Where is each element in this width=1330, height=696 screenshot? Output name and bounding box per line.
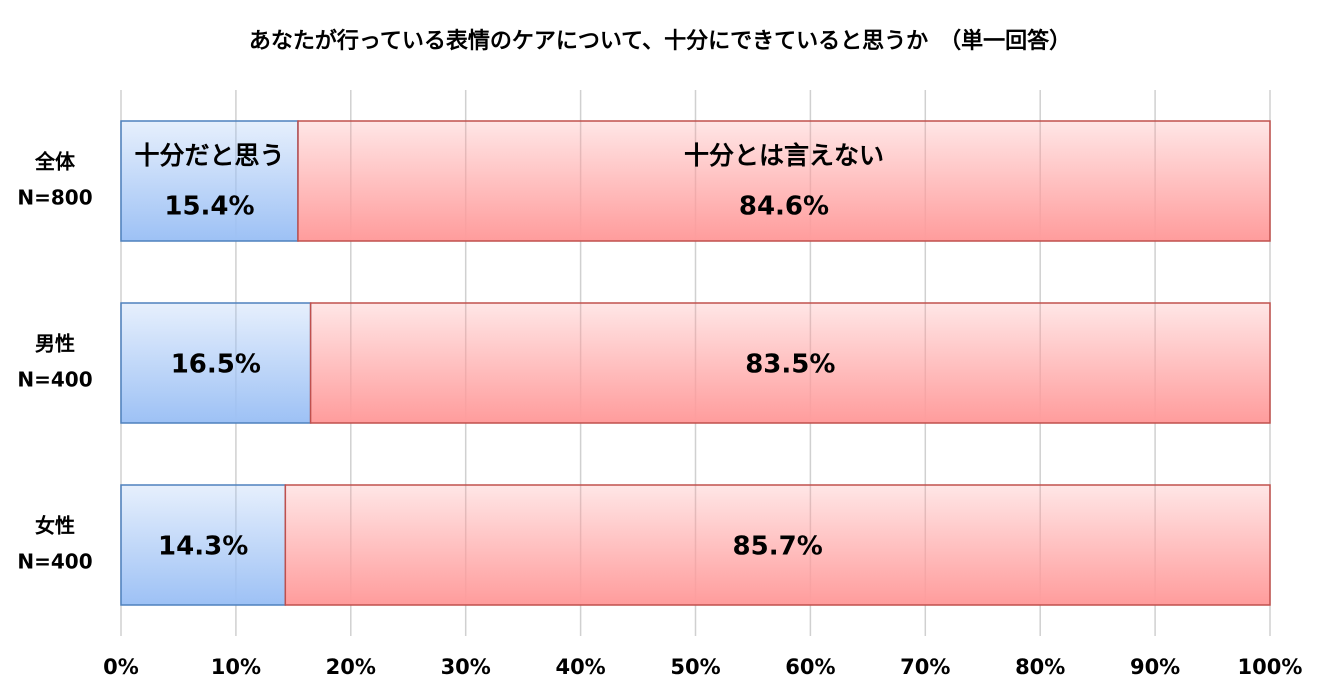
- bar-segment: [297, 120, 1271, 242]
- x-tick-label: 10%: [211, 655, 261, 679]
- bar-segment: [120, 484, 287, 606]
- x-tick-label: 50%: [670, 655, 720, 679]
- x-tick-label: 40%: [555, 655, 605, 679]
- value-label: 83.5%: [745, 350, 835, 380]
- category-label: 女性: [35, 514, 75, 538]
- x-tick-label: 70%: [900, 655, 950, 679]
- x-tick-label: 80%: [1015, 655, 1065, 679]
- x-tick-label: 0%: [103, 655, 139, 679]
- x-tick-label: 60%: [785, 655, 835, 679]
- bar-segment: [284, 484, 1271, 606]
- bar-segment: [120, 302, 312, 424]
- category-label: 男性: [35, 332, 75, 356]
- x-tick-label: 100%: [1238, 655, 1303, 679]
- value-label: 16.5%: [171, 350, 261, 380]
- category-label: 全体: [34, 150, 76, 174]
- chart-title: あなたが行っている表情のケアについて、十分にできていると思うか （単一回答）: [249, 28, 1071, 54]
- value-label: 14.3%: [158, 532, 248, 562]
- category-label: N=400: [17, 550, 92, 574]
- value-label: 15.4%: [164, 192, 254, 222]
- series-label: 十分だと思う: [134, 141, 284, 170]
- x-tick-label: 90%: [1130, 655, 1180, 679]
- category-label: N=800: [17, 186, 92, 210]
- x-tick-label: 20%: [326, 655, 376, 679]
- value-label: 85.7%: [733, 532, 823, 562]
- series-label: 十分とは言えない: [684, 141, 884, 170]
- bar-segment: [120, 120, 299, 242]
- bar-segment: [309, 302, 1271, 424]
- value-label: 84.6%: [739, 192, 829, 222]
- category-label: N=400: [17, 368, 92, 392]
- x-tick-label: 30%: [441, 655, 491, 679]
